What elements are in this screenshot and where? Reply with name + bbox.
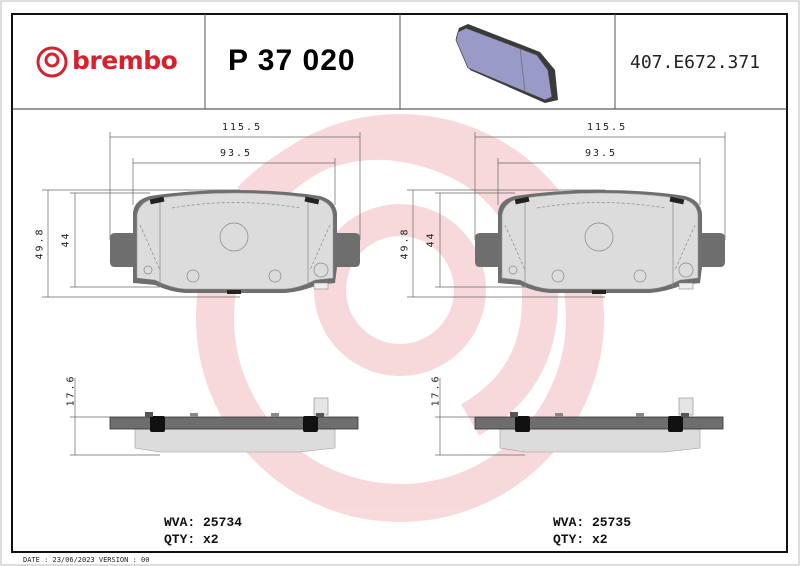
backing-plate-side [109,416,359,430]
brembo-watermark [196,114,604,522]
friction-side [134,428,336,453]
reference-number: 407.E672.371 [630,52,761,73]
brand-logo-text: brembo [72,46,178,75]
qty-label-right: QTY: x2 [553,532,608,547]
footer-date-version: DATE : 23/06/2023 VERSION : 00 [23,556,150,564]
qty-label-left: QTY: x2 [164,532,219,547]
pad-features [139,200,331,287]
dim-width-overall: 115.5 [587,122,628,133]
dim-width-inner: 93.5 [585,148,618,159]
dim-height-inner: 44 [60,231,72,248]
friction-material [136,192,334,290]
dim-height-overall: 49.8 [399,227,411,260]
dim-width-overall: 115.5 [222,122,263,133]
dim-thickness: 17.6 [65,374,77,407]
brembo-logo-icon [36,46,68,78]
pad-3d-render [455,24,558,103]
wear-indicator [313,397,329,416]
wva-label-right: WVA: 25735 [553,515,632,530]
dimension-lines [42,132,361,456]
pad-drawing-left [42,132,361,456]
dim-height-inner: 44 [425,231,437,248]
dim-width-inner: 93.5 [220,148,253,159]
dim-thickness: 17.6 [430,374,442,407]
dim-height-overall: 49.8 [34,227,46,260]
part-number: P 37 020 [228,44,356,77]
wva-label-left: WVA: 25734 [164,515,243,530]
